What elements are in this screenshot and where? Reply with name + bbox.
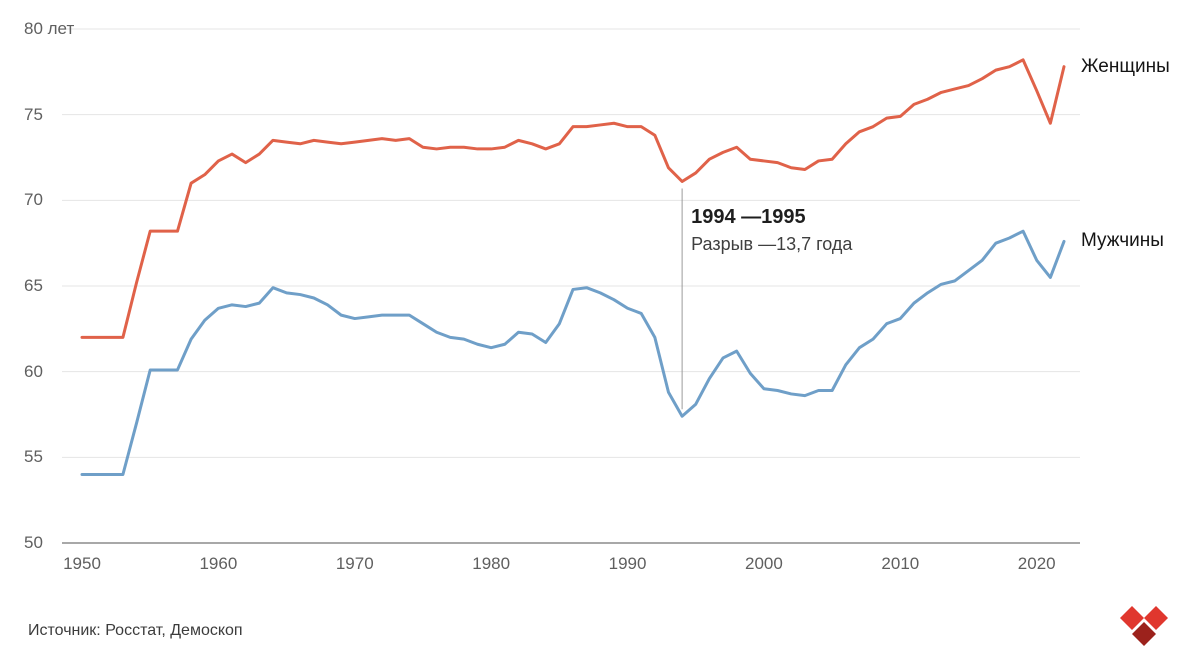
series-label-women: Женщины	[1081, 55, 1170, 77]
series-line-women	[80, 58, 1066, 339]
y-tick-label: 70	[24, 190, 43, 210]
annotation-1994: 1994 —1995 Разрыв —13,7 года	[691, 206, 852, 255]
y-tick-label: 50	[24, 533, 43, 552]
y-tick-label: 55	[24, 447, 43, 467]
y-tick-label: 75	[24, 104, 43, 124]
source-text: Источник: Росстат, Демоскоп	[28, 622, 243, 639]
x-tick-label: 2000	[745, 554, 783, 573]
x-tick-label: 2020	[1017, 554, 1056, 573]
logo-diamond-bottom	[1132, 622, 1156, 646]
logo-diamond-top-left	[1120, 606, 1144, 630]
y-tick-label: 60	[24, 361, 43, 381]
heart-diamonds-logo-svg	[1120, 606, 1168, 646]
heart-diamonds-logo	[1120, 602, 1168, 652]
y-tick-label: 65	[24, 276, 43, 295]
x-tick-label: 1970	[335, 554, 374, 573]
annotation-subtitle: Разрыв —13,7 года	[691, 234, 853, 254]
x-tick-label: 2010	[881, 554, 920, 573]
y-tick-label: 80 лет	[24, 19, 75, 38]
x-tick-label: 1960	[199, 554, 238, 573]
x-tick-label: 1990	[608, 554, 647, 573]
x-tick-label: 1950	[63, 554, 101, 573]
logo-diamond-top-right	[1144, 606, 1168, 630]
chart-canvas	[62, 28, 1080, 544]
x-tick-label: 1980	[472, 554, 511, 573]
series-line-men	[80, 229, 1066, 476]
series-label-men: Мужчины	[1081, 230, 1164, 252]
annotation-title: 1994 —1995	[691, 206, 806, 228]
